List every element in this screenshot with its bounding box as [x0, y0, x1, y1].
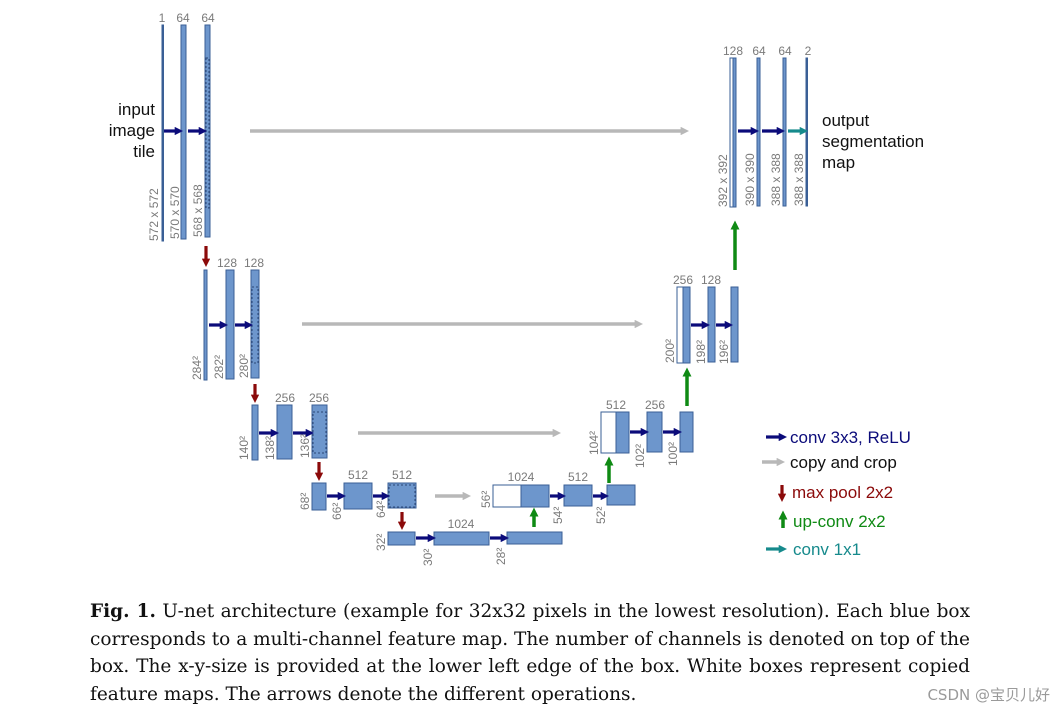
caption-fig-label: Fig. 1.: [90, 601, 156, 622]
size-label: 54²: [551, 507, 565, 524]
channel-count: 512: [568, 470, 588, 484]
unet-diagram: 1 64 64 128 128 256 256 512 512 1024 102…: [109, 11, 924, 566]
size-label: 572 x 572: [147, 188, 161, 241]
fm-dec3b: [679, 411, 694, 453]
channel-count: 64: [778, 44, 792, 58]
channel-count: 64: [176, 11, 190, 25]
channel-count: 128: [217, 256, 237, 270]
channel-count: 1024: [448, 517, 475, 531]
size-label: 56²: [479, 491, 493, 508]
channel-count: 1024: [508, 470, 535, 484]
size-label: 198²: [694, 340, 708, 364]
channel-count: 256: [309, 391, 329, 405]
output-label-line: segmentation: [822, 132, 924, 151]
fm-enc3b: [311, 404, 328, 459]
legend-conv-label: conv 3x3, ReLU: [790, 428, 911, 447]
fm-enc3a: [276, 404, 293, 460]
size-label: 104²: [587, 431, 601, 455]
input-label-line: input: [118, 100, 155, 119]
fm-dec2a: [707, 286, 716, 363]
channel-count: 256: [645, 398, 665, 412]
size-label: 284²: [190, 356, 204, 380]
fm-bott-a: [433, 531, 490, 546]
fm-dec3a: [646, 411, 663, 453]
channel-count: 64: [752, 44, 766, 58]
size-label: 32²: [374, 534, 388, 551]
legend-pool-label: max pool 2x2: [792, 483, 893, 502]
figure-caption: Fig. 1. U-net architecture (example for …: [90, 598, 970, 708]
channel-count: 512: [606, 398, 626, 412]
size-label: 390 x 390: [743, 153, 757, 206]
output-label-line: output: [822, 111, 870, 130]
size-label: 140²: [237, 436, 251, 460]
input-label-line: image: [109, 121, 155, 140]
channel-count: 2: [805, 44, 812, 58]
channel-count: 256: [673, 273, 693, 287]
channel-count: 64: [201, 11, 215, 25]
fm-dec2b: [730, 286, 739, 363]
fm-dec1-up: [732, 57, 737, 208]
size-label: 64²: [374, 501, 388, 518]
fm-enc3-pool: [251, 404, 259, 461]
channel-count: 128: [244, 256, 264, 270]
size-label: 68²: [298, 493, 312, 510]
size-label: 570 x 570: [168, 186, 182, 239]
size-label: 200²: [663, 339, 677, 363]
fm-dec4a: [563, 484, 593, 507]
size-label: 28²: [494, 548, 508, 565]
legend-upconv-label: up-conv 2x2: [793, 512, 886, 531]
crop-l3: [312, 411, 327, 454]
channel-count: 256: [275, 391, 295, 405]
size-label: 136²: [298, 434, 312, 458]
crop-l1: [205, 57, 210, 209]
size-label: 392 x 392: [716, 154, 730, 207]
channel-count: 512: [392, 468, 412, 482]
fm-dec4b: [606, 484, 636, 506]
size-label: 138²: [263, 436, 277, 460]
fm-bott-pool: [387, 531, 416, 546]
fm-bott-b: [506, 531, 563, 545]
fm-dec2-up: [682, 286, 691, 364]
fm-dec2-copy: [676, 286, 684, 364]
size-label: 388 x 388: [792, 153, 806, 206]
size-label: 196²: [717, 340, 731, 364]
size-label: 30²: [421, 549, 435, 566]
size-label: 568 x 568: [191, 184, 205, 237]
fm-dec4-copy: [492, 484, 522, 508]
legend: conv 3x3, ReLU copy and crop max pool 2x…: [762, 428, 911, 559]
fm-dec4-up: [520, 484, 550, 508]
size-label: 102²: [633, 444, 647, 468]
channel-count: 128: [701, 273, 721, 287]
watermark: CSDN @宝贝儿好: [927, 686, 1050, 704]
fm-dec3-copy: [600, 411, 617, 454]
fm-dec1a: [756, 57, 761, 207]
size-label: 280²: [237, 354, 251, 378]
fm-dec3-up: [615, 411, 630, 454]
channel-count: 128: [723, 44, 743, 58]
fm-enc2a: [225, 269, 235, 380]
channel-count: 1: [159, 11, 166, 25]
output-label-line: map: [822, 153, 855, 172]
size-label: 52²: [594, 507, 608, 524]
fm-enc4-pool: [311, 482, 327, 511]
caption-text: U-net architecture (example for 32x32 pi…: [90, 601, 971, 705]
size-label: 282²: [212, 355, 226, 379]
size-label: 388 x 388: [769, 153, 783, 206]
input-label-line: tile: [133, 142, 155, 161]
fm-enc4b: [387, 482, 417, 509]
fm-output: [805, 57, 808, 207]
channel-count: 512: [348, 468, 368, 482]
fm-dec1b: [782, 57, 787, 207]
size-label: 100²: [666, 442, 680, 466]
legend-copy-label: copy and crop: [790, 453, 897, 472]
fm-input: [161, 24, 164, 242]
fm-enc4a: [343, 482, 373, 510]
size-label: 66²: [330, 503, 344, 520]
legend-conv1x1-label: conv 1x1: [793, 540, 861, 559]
fm-enc2-pool: [203, 269, 208, 381]
